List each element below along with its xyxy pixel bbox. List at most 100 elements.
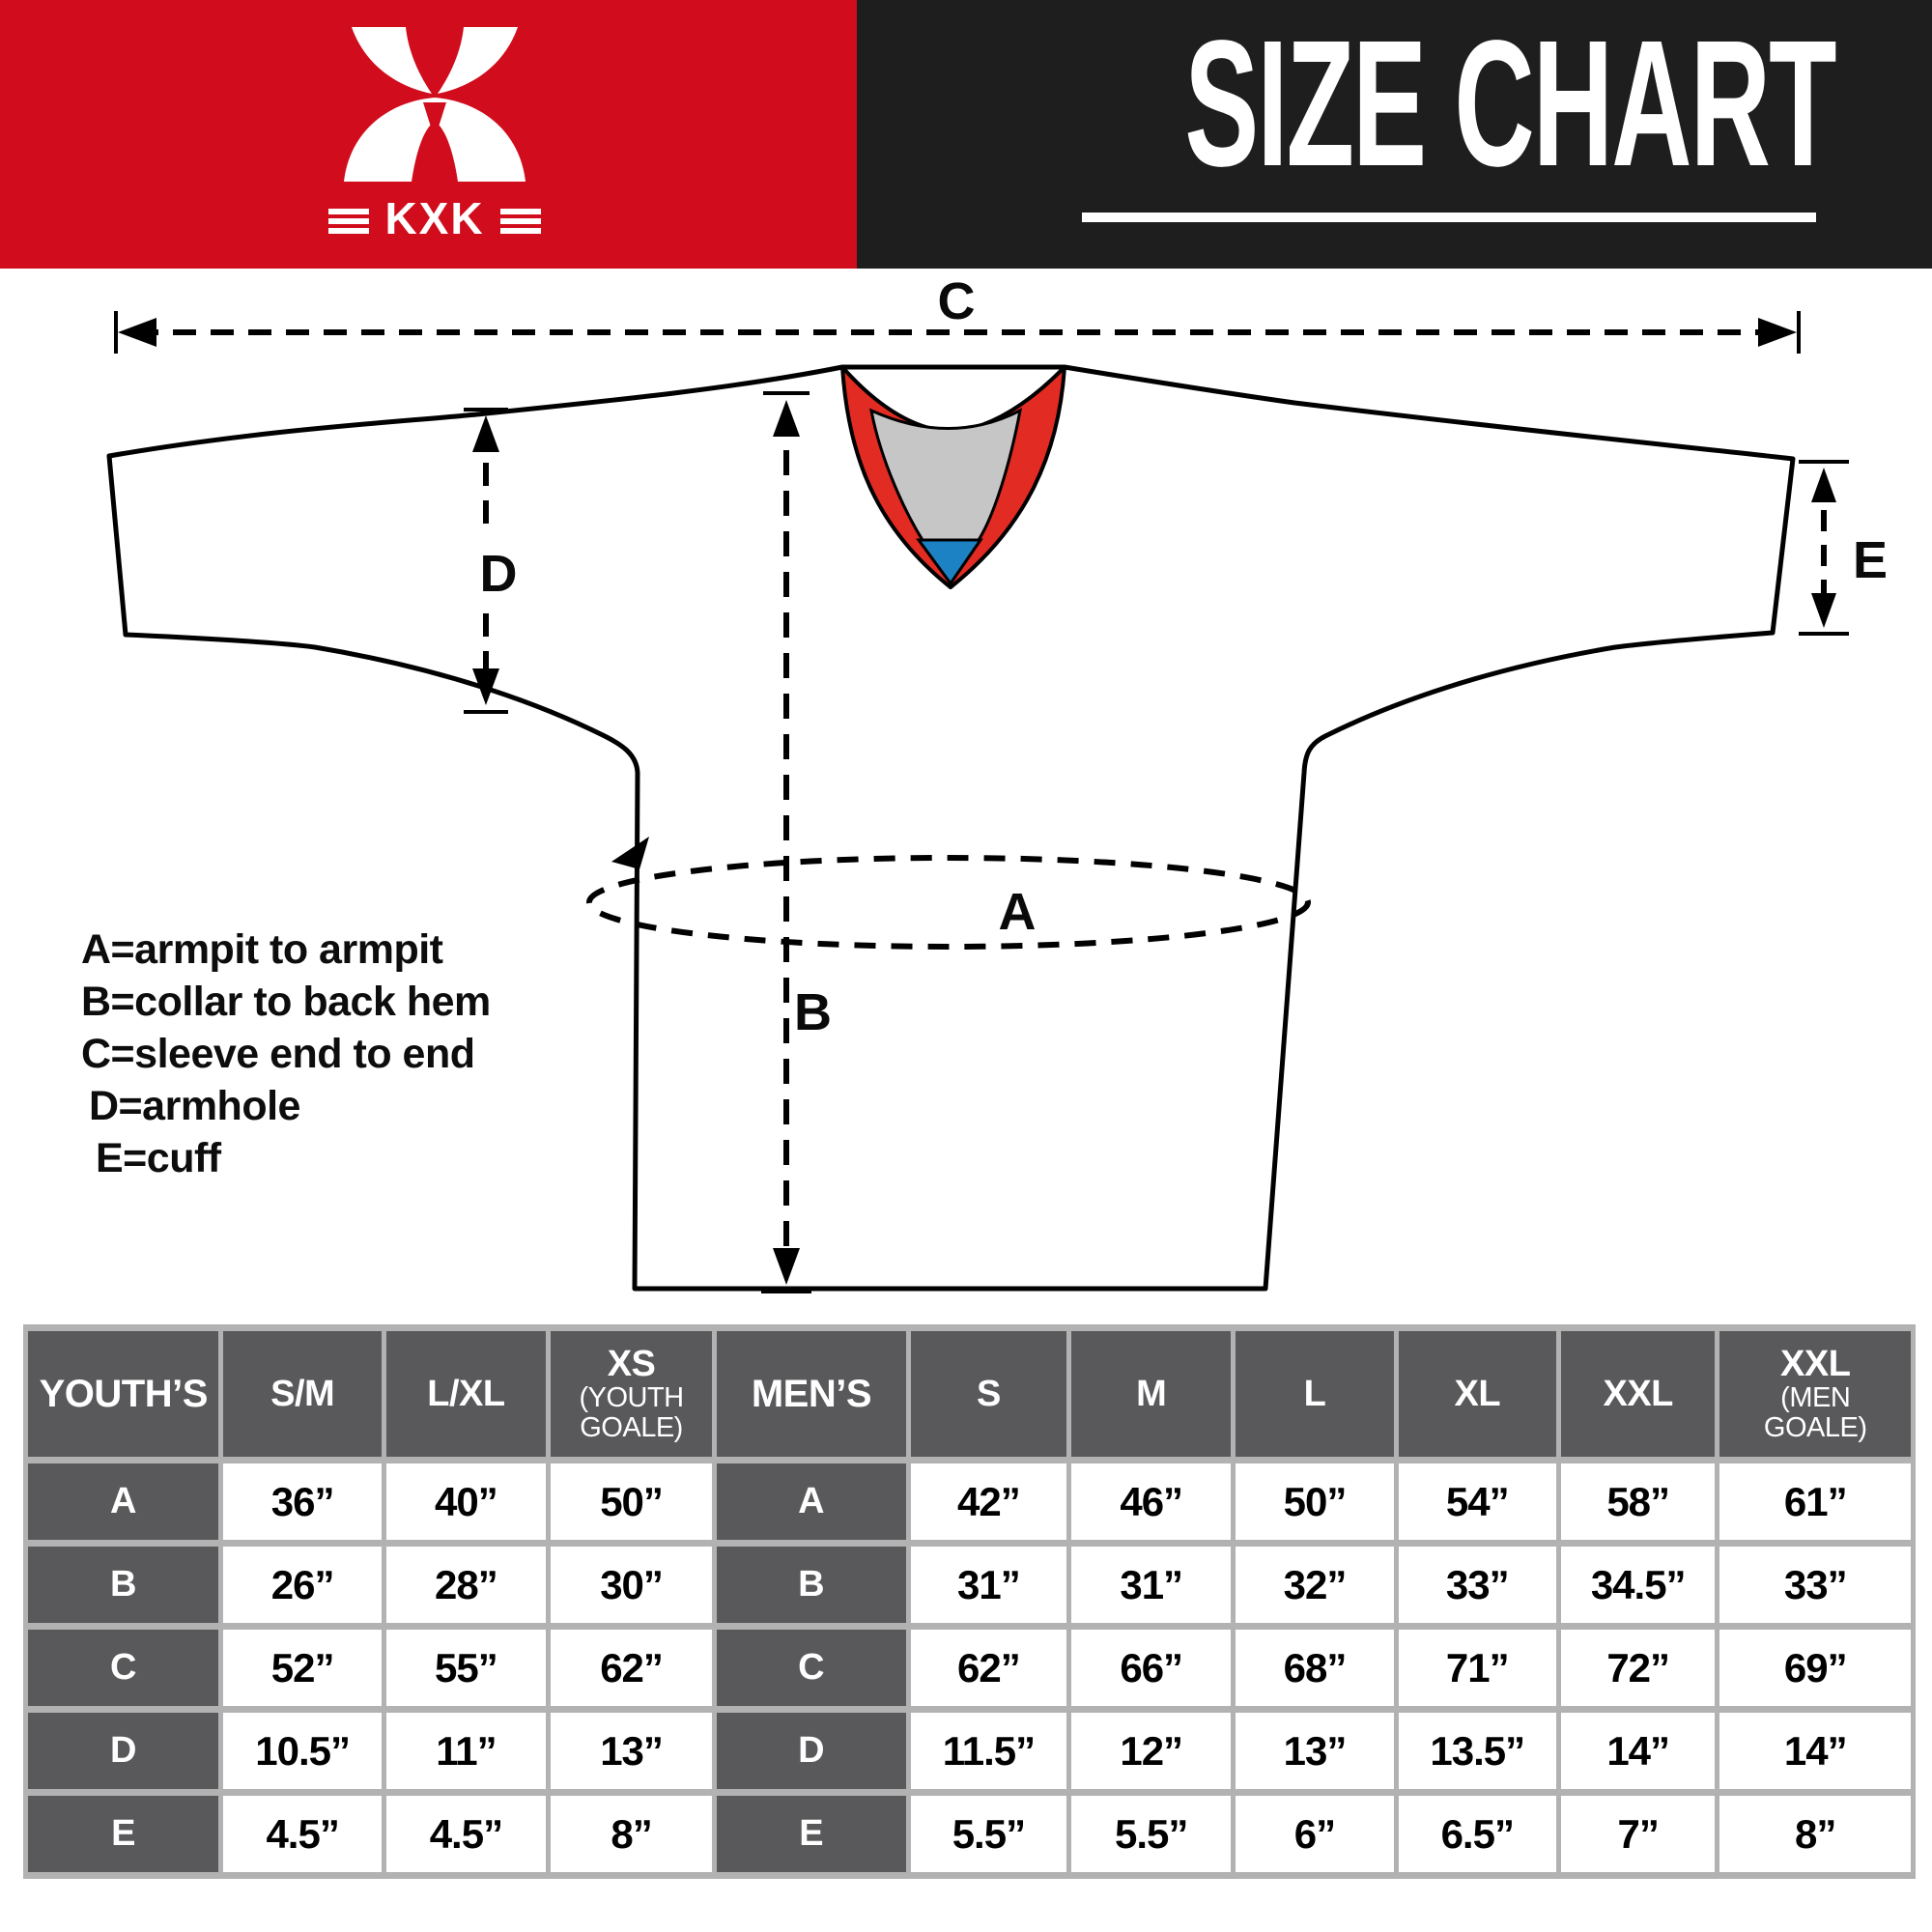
size-value-cell: 40” — [385, 1463, 546, 1540]
size-value-cell: 62” — [551, 1630, 713, 1706]
collar-blue-insert — [916, 538, 983, 586]
size-value-cell: 61” — [1719, 1463, 1911, 1540]
size-value-cell: 31” — [910, 1547, 1067, 1623]
size-value-cell: 26” — [223, 1547, 382, 1623]
size-value-cell: 14” — [1560, 1713, 1716, 1789]
size-value-cell: 8” — [1719, 1796, 1911, 1872]
size-value-cell: 66” — [1071, 1630, 1232, 1706]
size-value-cell: 55” — [385, 1630, 546, 1706]
title-panel: SIZE CHART — [857, 0, 1932, 269]
row-label: E — [717, 1796, 906, 1872]
size-value-cell: 10.5” — [223, 1713, 382, 1789]
label-a: A — [999, 883, 1037, 941]
row-label: A — [717, 1463, 906, 1540]
size-value-cell: 54” — [1398, 1463, 1556, 1540]
size-value-cell: 4.5” — [385, 1796, 546, 1872]
table-row: C 52” 55” 62” C 62” 66” 68” 71” 72” 69” — [28, 1630, 1911, 1706]
collar — [840, 365, 1066, 589]
brand-wordmark: KXK — [384, 193, 484, 243]
size-value-cell: 4.5” — [223, 1796, 382, 1872]
size-value-cell: 34.5” — [1560, 1547, 1716, 1623]
jersey-measurement-diagram: C D B A E — [106, 272, 1888, 1293]
row-label: B — [717, 1547, 906, 1623]
title-underline — [1082, 213, 1816, 222]
legend-line-b: B=collar to back hem — [81, 979, 491, 1025]
collar-inner-gray — [868, 408, 1023, 542]
size-value-cell: 33” — [1398, 1547, 1556, 1623]
size-value-cell: 5.5” — [1071, 1796, 1232, 1872]
size-value-cell: 13” — [551, 1713, 713, 1789]
size-value-cell: 50” — [551, 1463, 713, 1540]
column-header: S/M — [223, 1331, 382, 1457]
column-header-group: MEN’S — [717, 1331, 906, 1457]
brand-panel: KXK — [0, 0, 857, 269]
size-value-cell: 50” — [1236, 1463, 1394, 1540]
label-e: E — [1853, 531, 1888, 589]
size-value-cell: 11.5” — [910, 1713, 1067, 1789]
size-value-cell: 11” — [385, 1713, 546, 1789]
measure-b-arrow — [761, 391, 811, 1293]
table-row: D 10.5” 11” 13” D 11.5” 12” 13” 13.5” 14” 14” — [28, 1713, 1911, 1789]
column-header-group: YOUTH’S — [28, 1331, 219, 1457]
size-value-cell: 13.5” — [1398, 1713, 1556, 1789]
row-label: C — [28, 1630, 219, 1706]
size-value-cell: 6.5” — [1398, 1796, 1556, 1872]
row-label: B — [28, 1547, 219, 1623]
column-header: XL — [1398, 1331, 1556, 1457]
row-label: E — [28, 1796, 219, 1872]
measure-c-arrow — [114, 311, 1801, 354]
measure-a-arrowhead — [611, 837, 649, 869]
measurement-legend: A=armpit to armpit B=collar to back hem … — [81, 923, 491, 1184]
column-header: L — [1236, 1331, 1394, 1457]
size-value-cell: 5.5” — [910, 1796, 1067, 1872]
size-value-cell: 46” — [1071, 1463, 1232, 1540]
size-value-cell: 32” — [1236, 1547, 1394, 1623]
size-value-cell: 58” — [1560, 1463, 1716, 1540]
legend-line-c: C=sleeve end to end — [81, 1031, 475, 1077]
logo-bars — [328, 209, 541, 234]
size-value-cell: 6” — [1236, 1796, 1394, 1872]
row-label: D — [28, 1713, 219, 1789]
table-row: E 4.5” 4.5” 8” E 5.5” 5.5” 6” 6.5” 7” 8” — [28, 1796, 1911, 1872]
size-value-cell: 12” — [1071, 1713, 1232, 1789]
label-c: C — [938, 272, 976, 330]
column-header: S — [910, 1331, 1067, 1457]
measure-a-ellipse — [586, 855, 1311, 950]
size-value-cell: 30” — [551, 1547, 713, 1623]
label-b: B — [794, 983, 832, 1041]
column-header: XS (YOUTH GOALE) — [551, 1331, 713, 1457]
legend-line-e: E=cuff — [96, 1135, 221, 1181]
size-value-cell: 52” — [223, 1630, 382, 1706]
size-value-cell: 36” — [223, 1463, 382, 1540]
column-header: L/XL — [385, 1331, 546, 1457]
size-value-cell: 62” — [910, 1630, 1067, 1706]
size-value-cell: 7” — [1560, 1796, 1716, 1872]
size-value-cell: 31” — [1071, 1547, 1232, 1623]
column-header: XXL (MEN GOALE) — [1719, 1331, 1911, 1457]
column-header: M — [1071, 1331, 1232, 1457]
size-value-cell: 69” — [1719, 1630, 1911, 1706]
size-table-header: YOUTH’S S/M L/XL XS (YOUTH GOALE) MEN’S S M L XL XX… — [28, 1331, 1911, 1457]
size-table-body: A 36” 40” 50” A 42” 46” 50” 54” 58” 61” B 26” 28” 30” B… — [28, 1463, 1911, 1872]
legend-line-a: A=armpit to armpit — [81, 926, 443, 973]
size-value-cell: 33” — [1719, 1547, 1911, 1623]
page-title: SIZE CHART — [1184, 4, 1836, 204]
size-table: YOUTH’S S/M L/XL XS (YOUTH GOALE) MEN’S S M L XL XX… — [23, 1324, 1916, 1879]
column-header: XXL — [1560, 1331, 1716, 1457]
kxk-logo-icon: KXK — [328, 27, 541, 243]
jersey-outline — [106, 364, 1796, 1292]
size-value-cell: 42” — [910, 1463, 1067, 1540]
size-value-cell: 28” — [385, 1547, 546, 1623]
table-row: B 26” 28” 30” B 31” 31” 32” 33” 34.5” 33” — [28, 1547, 1911, 1623]
size-value-cell: 72” — [1560, 1630, 1716, 1706]
label-d: D — [480, 545, 518, 603]
table-row: A 36” 40” 50” A 42” 46” 50” 54” 58” 61” — [28, 1463, 1911, 1540]
size-value-cell: 13” — [1236, 1713, 1394, 1789]
size-value-cell: 68” — [1236, 1630, 1394, 1706]
legend-line-d: D=armhole — [89, 1083, 300, 1129]
size-value-cell: 71” — [1398, 1630, 1556, 1706]
row-label: A — [28, 1463, 219, 1540]
measure-e-arrow — [1799, 460, 1849, 636]
row-label: C — [717, 1630, 906, 1706]
